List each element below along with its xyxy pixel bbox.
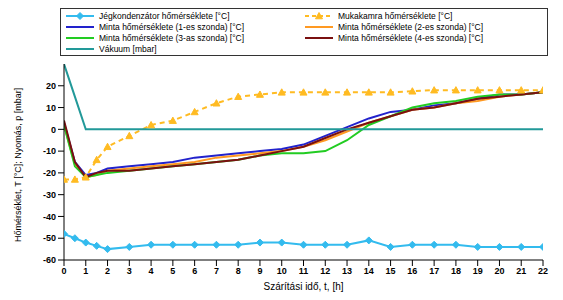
svg-text:2: 2	[105, 266, 110, 276]
svg-text:18: 18	[451, 266, 461, 276]
svg-text:9: 9	[257, 266, 262, 276]
svg-text:6: 6	[192, 266, 197, 276]
svg-text:12: 12	[320, 266, 330, 276]
svg-text:22: 22	[538, 266, 548, 276]
svg-text:-40: -40	[43, 212, 56, 222]
svg-text:-50: -50	[43, 233, 56, 243]
svg-text:20: 20	[494, 266, 504, 276]
svg-text:14: 14	[364, 266, 374, 276]
svg-text:0: 0	[51, 125, 56, 135]
svg-text:10: 10	[277, 266, 287, 276]
svg-text:19: 19	[473, 266, 483, 276]
svg-text:5: 5	[170, 266, 175, 276]
svg-text:11: 11	[299, 266, 309, 276]
svg-text:8: 8	[236, 266, 241, 276]
svg-text:7: 7	[214, 266, 219, 276]
svg-text:-20: -20	[43, 168, 56, 178]
svg-text:1: 1	[83, 266, 88, 276]
svg-text:Szárítási idő, t, [h]: Szárítási idő, t, [h]	[263, 281, 343, 292]
html-text:Minta hőmérséklete (4-es szond: Minta hőmérséklete (4-es szonda) [°C]	[338, 33, 484, 43]
svg-text:-30: -30	[43, 190, 56, 200]
svg-text:-60: -60	[43, 255, 56, 265]
html-text:Vákuum [mbar]: Vákuum [mbar]	[99, 44, 157, 54]
svg-text:20: 20	[46, 81, 56, 91]
svg-text:17: 17	[429, 266, 439, 276]
html-text:Jégkondenzátor hőmérséklete [°: Jégkondenzátor hőmérséklete [°C]	[99, 11, 230, 21]
html-text:Minta hőmérséklete (1-es szond: Minta hőmérséklete (1-es szonda) [°C]	[99, 22, 245, 32]
svg-text:16: 16	[407, 266, 417, 276]
svg-text:3: 3	[127, 266, 132, 276]
svg-text:-10: -10	[43, 146, 56, 156]
html-text:Minta hőmérséklete (3-as szond: Minta hőmérséklete (3-as szonda) [°C]	[99, 33, 245, 43]
svg-text:21: 21	[516, 266, 526, 276]
svg-text:13: 13	[342, 266, 352, 276]
svg-text:15: 15	[386, 266, 396, 276]
svg-text:0: 0	[61, 266, 66, 276]
html-text:Minta hőmérséklete (2-es szond: Minta hőmérséklete (2-es szonda) [°C]	[338, 22, 484, 32]
svg-text:Hőmérséklet, T [°C]; Nyomás, p: Hőmérséklet, T [°C]; Nyomás, p [mbar]	[13, 88, 23, 242]
svg-text:10: 10	[46, 103, 56, 113]
html-text:Mukakamra hőmérséklete [°C]: Mukakamra hőmérséklete [°C]	[338, 11, 453, 21]
svg-text:4: 4	[149, 266, 154, 276]
